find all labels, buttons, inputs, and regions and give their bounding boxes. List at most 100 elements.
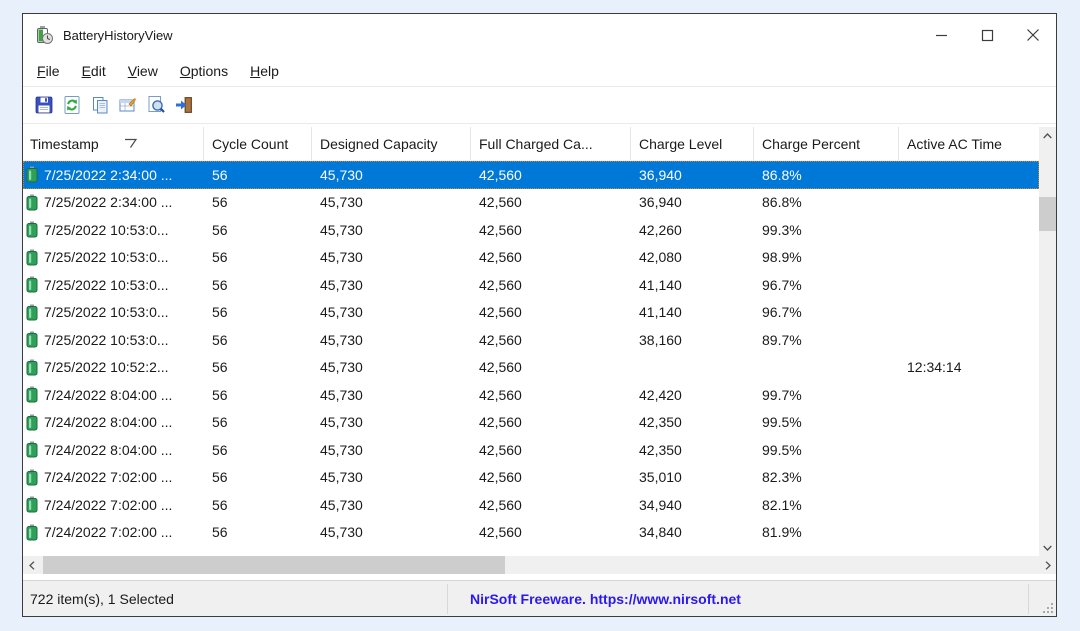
save-icon (35, 96, 52, 114)
cell-cycle-count: 56 (212, 441, 228, 458)
chevron-up-icon (1043, 132, 1052, 138)
cell-cycle-count: 56 (212, 304, 228, 321)
horizontal-scrollbar-thumb[interactable] (43, 556, 505, 574)
minimize-button[interactable] (918, 14, 964, 56)
table-row[interactable]: 7/25/2022 2:34:00 ... 56 45,730 42,560 3… (23, 161, 1039, 189)
column-header-active-ac-time[interactable]: Active AC Time (907, 135, 1002, 152)
cell-timestamp: 7/25/2022 10:53:0... (44, 221, 169, 238)
cell-charge-percent: 96.7% (762, 304, 802, 321)
cell-full-charged-capacity: 42,560 (479, 359, 522, 376)
maximize-icon (981, 29, 993, 41)
status-bar: 722 item(s), 1 Selected NirSoft Freeware… (23, 580, 1056, 616)
table-row[interactable]: 7/24/2022 8:04:00 ... 56 45,730 42,560 4… (23, 436, 1039, 464)
chevron-left-icon (28, 560, 34, 570)
menu-view[interactable]: View (127, 63, 158, 79)
scroll-down-button[interactable] (1039, 539, 1056, 556)
app-window: BatteryHistoryView File Edit (22, 13, 1057, 617)
cell-cycle-count: 56 (212, 249, 228, 266)
table-row[interactable]: 7/25/2022 10:53:0... 56 45,730 42,560 41… (23, 271, 1039, 299)
menu-edit[interactable]: Edit (81, 63, 106, 79)
cell-designed-capacity: 45,730 (320, 166, 363, 183)
exit-button[interactable] (170, 92, 197, 119)
table-row[interactable]: 7/25/2022 10:52:2... 56 45,730 42,560 12… (23, 354, 1039, 382)
cell-full-charged-capacity: 42,560 (479, 524, 522, 541)
table-row[interactable]: 7/25/2022 10:53:0... 56 45,730 42,560 42… (23, 244, 1039, 272)
cell-designed-capacity: 45,730 (320, 386, 363, 403)
scroll-right-button[interactable] (1039, 556, 1056, 574)
cell-timestamp: 7/25/2022 10:53:0... (44, 249, 169, 266)
cell-charge-level: 41,140 (639, 276, 682, 293)
scroll-left-button[interactable] (23, 556, 40, 574)
save-button[interactable] (30, 92, 57, 119)
battery-icon (26, 441, 38, 458)
cell-full-charged-capacity: 42,560 (479, 276, 522, 293)
horizontal-scrollbar[interactable] (23, 556, 1056, 574)
cell-charge-level: 36,940 (639, 194, 682, 211)
menu-options[interactable]: Options (179, 63, 229, 79)
close-icon (1027, 29, 1039, 41)
nirsoft-link[interactable]: NirSoft Freeware. https://www.nirsoft.ne… (470, 590, 741, 607)
vertical-scrollbar[interactable] (1039, 127, 1056, 556)
column-header-full-charged-capacity[interactable]: Full Charged Ca... (471, 127, 631, 160)
cell-timestamp: 7/25/2022 10:53:0... (44, 276, 169, 293)
cell-timestamp: 7/24/2022 7:02:00 ... (44, 496, 173, 513)
table-row[interactable]: 7/24/2022 7:02:00 ... 56 45,730 42,560 3… (23, 519, 1039, 547)
battery-icon (26, 304, 38, 321)
table-row[interactable]: 7/24/2022 8:04:00 ... 56 45,730 42,560 4… (23, 409, 1039, 437)
cell-charge-level: 34,840 (639, 524, 682, 541)
cell-full-charged-capacity: 42,560 (479, 166, 522, 183)
cell-full-charged-capacity: 42,560 (479, 249, 522, 266)
cell-cycle-count: 56 (212, 386, 228, 403)
table-row[interactable]: 7/25/2022 10:53:0... 56 45,730 42,560 42… (23, 216, 1039, 244)
cell-cycle-count: 56 (212, 331, 228, 348)
copy-icon (92, 97, 107, 114)
properties-button[interactable] (114, 92, 141, 119)
table-row[interactable]: 7/25/2022 10:53:0... 56 45,730 42,560 41… (23, 299, 1039, 327)
battery-icon (26, 469, 38, 486)
cell-full-charged-capacity: 42,560 (479, 194, 522, 211)
table-row[interactable]: 7/24/2022 7:02:00 ... 56 45,730 42,560 3… (23, 464, 1039, 492)
battery-icon (26, 331, 38, 348)
column-header-cycle-count[interactable]: Cycle Count (204, 127, 312, 160)
cell-designed-capacity: 45,730 (320, 414, 363, 431)
cell-active-ac-time: 12:34:14 (907, 359, 962, 376)
cell-timestamp: 7/24/2022 8:04:00 ... (44, 441, 173, 458)
cell-designed-capacity: 45,730 (320, 221, 363, 238)
menu-bar: File Edit View Options Help (23, 56, 1056, 86)
column-header-timestamp[interactable]: Timestamp (23, 127, 204, 160)
battery-icon (26, 194, 38, 211)
table-row[interactable]: 7/24/2022 8:04:00 ... 56 45,730 42,560 4… (23, 381, 1039, 409)
table-row[interactable]: 7/25/2022 10:53:0... 56 45,730 42,560 38… (23, 326, 1039, 354)
copy-button[interactable] (86, 92, 113, 119)
cell-charge-level: 42,080 (639, 249, 682, 266)
refresh-button[interactable] (58, 92, 85, 119)
table-row[interactable]: 7/25/2022 2:34:00 ... 56 45,730 42,560 3… (23, 189, 1039, 217)
cell-timestamp: 7/24/2022 7:02:00 ... (44, 524, 173, 541)
menu-help[interactable]: Help (250, 63, 279, 79)
close-button[interactable] (1010, 14, 1056, 56)
column-header-charge-level[interactable]: Charge Level (631, 127, 754, 160)
cell-full-charged-capacity: 42,560 (479, 331, 522, 348)
cell-charge-percent: 86.8% (762, 194, 802, 211)
cell-charge-percent: 82.1% (762, 496, 802, 513)
cell-cycle-count: 56 (212, 469, 228, 486)
vertical-scrollbar-thumb[interactable] (1039, 197, 1056, 231)
menu-file[interactable]: File (37, 63, 60, 79)
maximize-button[interactable] (964, 14, 1010, 56)
status-separator (1028, 584, 1029, 614)
resize-grip[interactable] (1041, 601, 1054, 614)
scroll-up-button[interactable] (1039, 127, 1056, 144)
cell-designed-capacity: 45,730 (320, 194, 363, 211)
table-row[interactable]: 7/24/2022 7:02:00 ... 56 45,730 42,560 3… (23, 491, 1039, 519)
exit-icon (175, 97, 192, 113)
cell-charge-percent: 96.7% (762, 276, 802, 293)
find-button[interactable] (142, 92, 169, 119)
cell-charge-percent: 81.9% (762, 524, 802, 541)
cell-designed-capacity: 45,730 (320, 249, 363, 266)
column-header-designed-capacity[interactable]: Designed Capacity (312, 127, 471, 160)
cell-designed-capacity: 45,730 (320, 331, 363, 348)
table-body: 7/25/2022 2:34:00 ... 56 45,730 42,560 3… (23, 161, 1039, 546)
column-header-charge-percent[interactable]: Charge Percent (754, 127, 899, 160)
cell-charge-percent: 99.5% (762, 414, 802, 431)
cell-charge-percent: 98.9% (762, 249, 802, 266)
